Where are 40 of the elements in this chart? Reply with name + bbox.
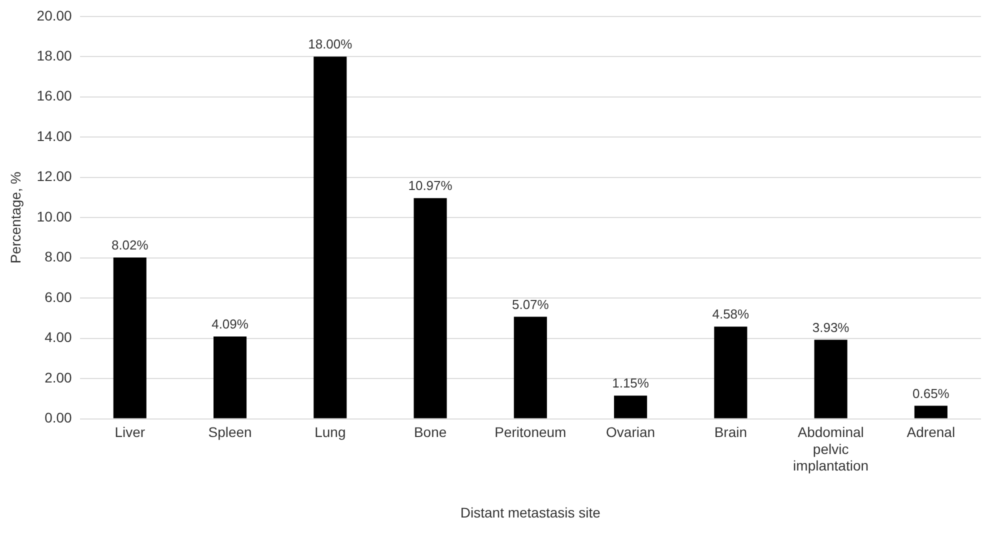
data-label: 8.02% <box>111 238 149 253</box>
bar <box>714 326 748 418</box>
y-tick-label: 10.00 <box>36 208 72 224</box>
x-tick-label: Abdominal pelvic implantation <box>793 424 869 474</box>
bar <box>214 336 247 418</box>
bar <box>914 406 948 418</box>
x-tick-label: Lung <box>314 424 346 440</box>
bar <box>514 316 547 418</box>
y-tick-label: 18.00 <box>36 48 72 64</box>
y-tick-label: 14.00 <box>36 128 72 144</box>
data-label: 1.15% <box>612 376 650 391</box>
y-tick-label: 2.00 <box>44 369 72 386</box>
data-label: 0.65% <box>912 386 950 401</box>
data-label: 4.09% <box>212 316 249 332</box>
x-tick-label: Spleen <box>208 424 252 440</box>
y-axis-title: Percentage, % <box>7 172 24 264</box>
bar <box>414 198 447 418</box>
data-label: 5.07% <box>512 296 550 312</box>
data-label: 18.00% <box>308 36 353 52</box>
x-tick-label: Peritoneum <box>494 424 566 440</box>
y-tick-label: 8.00 <box>44 248 72 265</box>
y-tick-label: 0.00 <box>44 410 72 426</box>
y-tick-label: 12.00 <box>36 168 72 184</box>
y-tick-label: 20.00 <box>36 7 72 24</box>
x-tick-label: Bone <box>414 424 447 440</box>
x-tick-label: Ovarian <box>606 424 656 440</box>
bar <box>113 257 146 418</box>
y-tick-label: 16.00 <box>36 88 72 104</box>
x-tick-label: Liver <box>114 424 146 440</box>
y-tick-label: 6.00 <box>44 288 72 305</box>
data-label: 3.93% <box>812 320 850 335</box>
data-label: 4.58% <box>712 306 750 322</box>
bar <box>614 396 648 418</box>
y-tick-label: 4.00 <box>44 329 72 346</box>
x-tick-label: Brain <box>714 424 748 440</box>
bar <box>814 340 848 418</box>
data-label: 10.97% <box>408 178 453 194</box>
x-axis-title: Distant metastasis site <box>460 504 601 520</box>
x-tick-label: Adrenal <box>906 424 956 440</box>
bar <box>314 56 347 418</box>
